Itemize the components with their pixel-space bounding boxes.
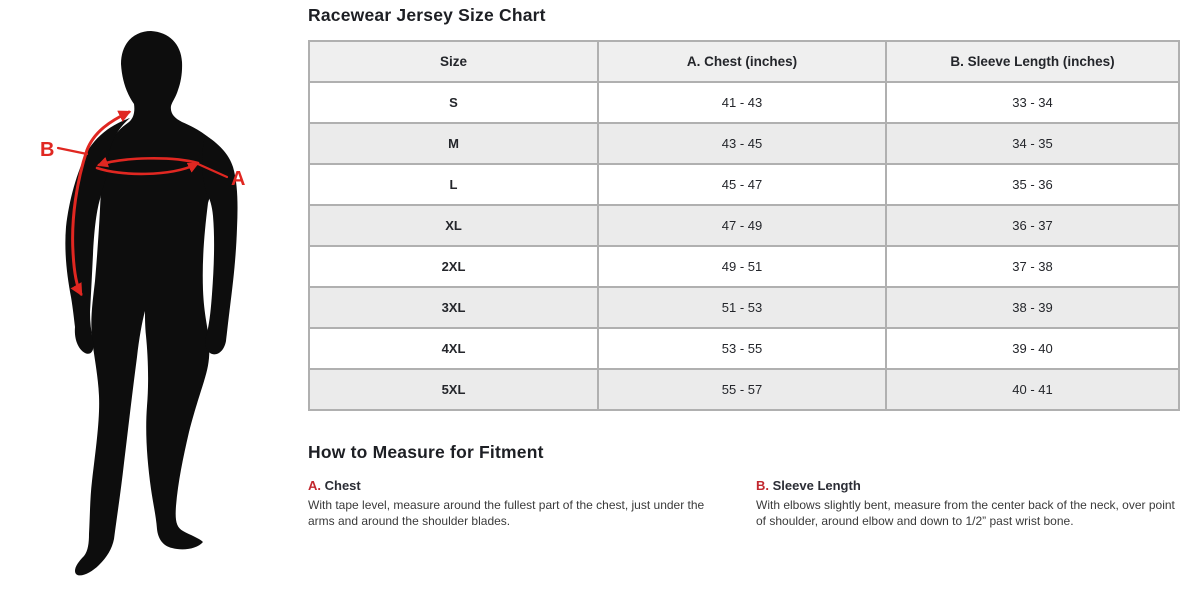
chest-measure-line-bottom [95,162,199,176]
table-row: L 45 - 47 35 - 36 [308,163,1180,206]
chest-cell: 41 - 43 [597,81,887,124]
sleeve-cell: 34 - 35 [885,122,1180,165]
sleeve-cell: 38 - 39 [885,286,1180,329]
measurement-figure: B A [0,18,302,593]
table-row: 5XL 55 - 57 40 - 41 [308,368,1180,411]
figure-label-a: A [231,168,245,190]
measure-columns: A. Chest With tape level, measure around… [308,478,1178,529]
label-b-leader-line [56,146,89,156]
size-cell: 4XL [308,327,599,370]
table-row: 4XL 53 - 55 39 - 40 [308,327,1180,370]
sleeve-cell: 36 - 37 [885,204,1180,247]
size-cell: XL [308,204,599,247]
sleeve-cell: 35 - 36 [885,163,1180,206]
table-row: 3XL 51 - 53 38 - 39 [308,286,1180,329]
body-silhouette-svg: B A [40,31,245,576]
page-title: Racewear Jersey Size Chart [308,5,546,25]
label-a-leader-line [196,162,229,179]
chest-cell: 51 - 53 [597,286,887,329]
table-header-row: Size A. Chest (inches) B. Sleeve Length … [308,40,1180,83]
size-chart-content: Racewear Jersey Size Chart Size A. Chest… [308,0,1180,529]
measure-item-sleeve-text: With elbows slightly bent, measure from … [756,498,1175,528]
sleeve-cell: 39 - 40 [885,327,1180,370]
size-cell: 5XL [308,368,599,411]
chest-cell: 49 - 51 [597,245,887,288]
measure-item-sleeve-title: B. Sleeve Length [756,478,1178,493]
chest-cell: 47 - 49 [597,204,887,247]
chest-cell: 43 - 45 [597,122,887,165]
measure-item-chest-text: With tape level, measure around the full… [308,498,705,528]
size-chart-table: Size A. Chest (inches) B. Sleeve Length … [308,40,1180,411]
right-arm-silhouette [202,135,238,355]
size-cell: S [308,81,599,124]
measure-item-chest: A. Chest With tape level, measure around… [308,478,730,529]
measure-item-sleeve-name: Sleeve Length [772,478,861,493]
chest-cell: 55 - 57 [597,368,887,411]
header-chest: A. Chest (inches) [597,40,887,83]
chest-cell: 53 - 55 [597,327,887,370]
header-size: Size [308,40,599,83]
figure-label-b: B [40,139,54,161]
table-body: S 41 - 43 33 - 34 M 43 - 45 34 - 35 L 45… [308,81,1180,411]
measure-item-sleeve: B. Sleeve Length With elbows slightly be… [756,478,1178,529]
sleeve-cell: 40 - 41 [885,368,1180,411]
table-row: S 41 - 43 33 - 34 [308,81,1180,124]
measure-item-chest-title: A. Chest [308,478,730,493]
measure-item-chest-letter: A. [308,478,321,493]
size-cell: L [308,163,599,206]
chest-cell: 45 - 47 [597,163,887,206]
header-sleeve: B. Sleeve Length (inches) [885,40,1180,83]
sleeve-cell: 33 - 34 [885,81,1180,124]
measure-heading: How to Measure for Fitment [308,442,544,462]
size-cell: M [308,122,599,165]
measure-item-sleeve-letter: B. [756,478,769,493]
body-silhouette [74,31,225,576]
measure-item-chest-name: Chest [324,478,361,493]
size-cell: 2XL [308,245,599,288]
chest-measure-line-top [96,156,200,168]
size-cell: 3XL [308,286,599,329]
table-row: XL 47 - 49 36 - 37 [308,204,1180,247]
sleeve-measure-line [70,110,132,297]
sleeve-cell: 37 - 38 [885,245,1180,288]
table-row: 2XL 49 - 51 37 - 38 [308,245,1180,288]
table-row: M 43 - 45 34 - 35 [308,122,1180,165]
